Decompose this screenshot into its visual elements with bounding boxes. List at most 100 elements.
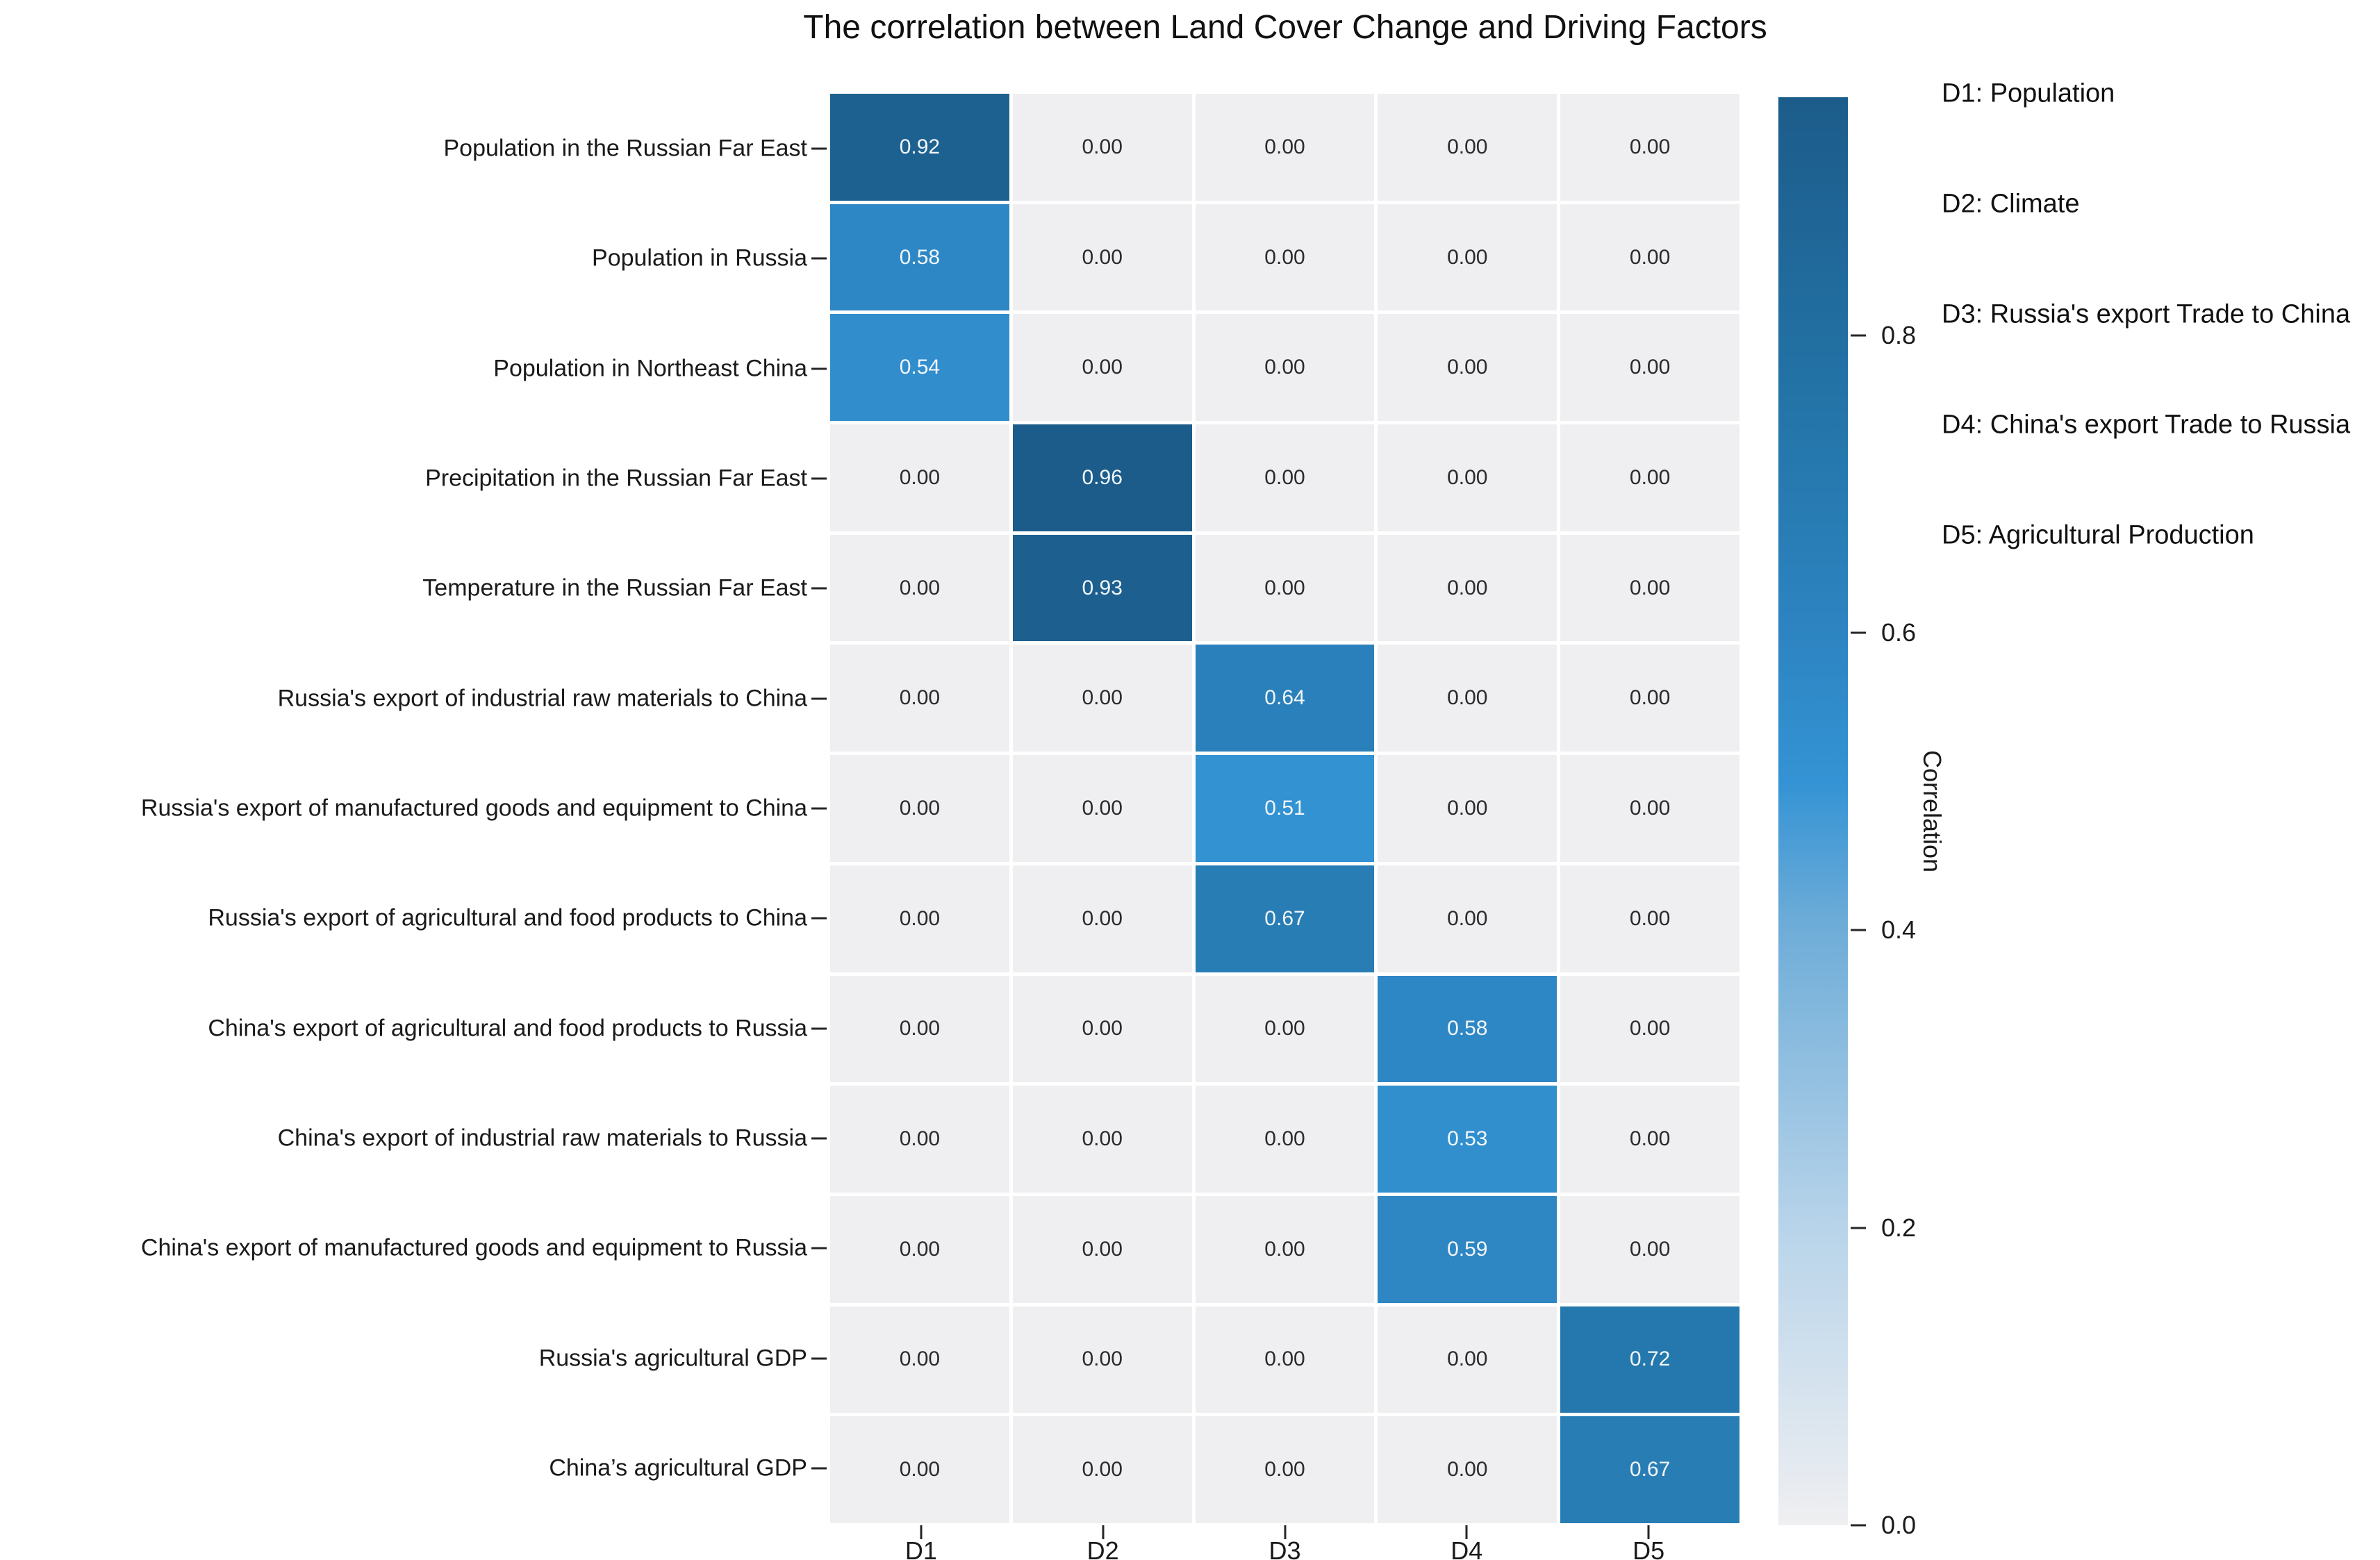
heatmap-cell: 0.00	[1195, 424, 1375, 531]
colorbar-tick	[1851, 929, 1866, 931]
heatmap-cell: 0.00	[1560, 865, 1739, 972]
heatmap-cell: 0.00	[1378, 865, 1557, 972]
heatmap-cell: 0.00	[1378, 314, 1557, 422]
y-axis-row-label: Russia's export of industrial raw materi…	[277, 685, 807, 712]
y-axis-tick	[811, 1357, 827, 1360]
heatmap-cell: 0.00	[1012, 1195, 1192, 1303]
heatmap-cell: 0.67	[1195, 865, 1375, 972]
heatmap-cell: 0.00	[830, 534, 1009, 642]
x-axis-column-label: D4	[1451, 1536, 1483, 1560]
x-axis-tick	[920, 1525, 923, 1539]
heatmap-cell: 0.00	[1378, 424, 1557, 531]
heatmap-cell: 0.00	[830, 1086, 1009, 1193]
x-axis-column-label: D2	[1086, 1536, 1119, 1560]
legend-item: D5: Agricultural Production	[1942, 520, 2254, 550]
colorbar-tick-label: 0.6	[1881, 618, 1917, 647]
heatmap-cell: 0.00	[1012, 645, 1192, 752]
x-axis-tick	[1647, 1525, 1650, 1539]
y-axis-tick	[811, 147, 827, 150]
y-axis-row-label: Population in the Russian Far East	[443, 135, 807, 162]
heatmap-cell: 0.00	[1378, 534, 1557, 642]
heatmap-cell: 0.58	[1378, 975, 1557, 1083]
heatmap-cell: 0.00	[1012, 1086, 1192, 1193]
heatmap-cell: 0.00	[1012, 1306, 1192, 1413]
heatmap-cell: 0.72	[1560, 1306, 1739, 1413]
heatmap-cell: 0.59	[1378, 1195, 1557, 1303]
x-axis-column-label: D1	[904, 1536, 937, 1560]
y-axis-row-label: Russia's export of manufactured goods an…	[140, 795, 807, 822]
y-axis-tick	[811, 697, 827, 700]
heatmap-cell: 0.00	[1195, 204, 1375, 311]
heatmap-grid: 0.92 0.00 0.00 0.00 0.00 0.58 0.00 0.00 0.00 0.00…	[830, 94, 1739, 1523]
colorbar-tick-label: 0.0	[1881, 1511, 1917, 1539]
heatmap-cell: 0.00	[1560, 314, 1739, 422]
y-axis-tick	[811, 587, 827, 590]
heatmap-cell: 0.00	[1012, 755, 1192, 862]
y-axis-tick	[811, 367, 827, 370]
heatmap-cell: 0.00	[1012, 975, 1192, 1083]
x-axis-column-label: D5	[1633, 1536, 1665, 1560]
heatmap-cell: 0.00	[1560, 755, 1739, 862]
heatmap-cell: 0.96	[1012, 424, 1192, 531]
heatmap-cell: 0.00	[1560, 645, 1739, 752]
heatmap-cell: 0.00	[1012, 865, 1192, 972]
y-axis-tick	[811, 807, 827, 810]
x-axis-tick	[1284, 1525, 1286, 1539]
heatmap-cell: 0.00	[830, 645, 1009, 752]
colorbar-tick-label: 0.8	[1881, 320, 1917, 349]
heatmap-cell: 0.00	[1560, 204, 1739, 311]
y-axis-row-label: China's export of agricultural and food …	[208, 1015, 807, 1042]
heatmap-cell: 0.00	[1378, 645, 1557, 752]
y-axis-row-label: China's export of industrial raw materia…	[277, 1125, 807, 1152]
legend-item: D1: Population	[1942, 78, 2115, 108]
heatmap-cell: 0.00	[1378, 1416, 1557, 1523]
heatmap-cell: 0.00	[830, 755, 1009, 862]
heatmap-cell: 0.00	[1012, 1416, 1192, 1523]
heatmap-cell: 0.00	[1012, 204, 1192, 311]
colorbar-tick	[1851, 1227, 1866, 1229]
heatmap-cell: 0.92	[830, 94, 1009, 201]
x-axis-tick	[1102, 1525, 1105, 1539]
colorbar-tick	[1851, 631, 1866, 634]
y-axis-row-label: Russia's export of agricultural and food…	[208, 904, 807, 931]
heatmap-cell: 0.00	[830, 1306, 1009, 1413]
heatmap-cell: 0.00	[1012, 94, 1192, 201]
y-axis-row-label: Russia's agricultural GDP	[538, 1345, 807, 1372]
heatmap-cell: 0.93	[1012, 534, 1192, 642]
y-axis-row-label: Temperature in the Russian Far East	[422, 574, 807, 601]
heatmap-cell: 0.00	[1195, 94, 1375, 201]
heatmap-cell: 0.67	[1560, 1416, 1739, 1523]
heatmap-cell: 0.00	[1560, 1086, 1739, 1193]
heatmap-cell: 0.00	[830, 424, 1009, 531]
heatmap-cell: 0.00	[830, 1416, 1009, 1523]
heatmap-cell: 0.00	[1195, 1306, 1375, 1413]
heatmap-cell: 0.00	[1378, 1306, 1557, 1413]
y-axis-row-label: Population in Northeast China	[493, 355, 807, 382]
heatmap-cell: 0.64	[1195, 645, 1375, 752]
heatmap-cell: 0.58	[830, 204, 1009, 311]
heatmap-cell: 0.00	[1560, 424, 1739, 531]
heatmap-cell: 0.00	[1195, 314, 1375, 422]
heatmap-cell: 0.00	[1195, 1416, 1375, 1523]
colorbar-tick-label: 0.4	[1881, 915, 1917, 945]
colorbar-tick	[1851, 334, 1866, 337]
legend-item: D4: China's export Trade to Russia	[1942, 410, 2351, 440]
heatmap-cell: 0.00	[1012, 314, 1192, 422]
heatmap-cell: 0.00	[1195, 975, 1375, 1083]
chart-title: The correlation between Land Cover Chang…	[803, 9, 1767, 46]
y-axis-row-label: China’s agricultural GDP	[549, 1454, 807, 1482]
y-axis-tick	[811, 917, 827, 920]
colorbar-axis-label: Correlation	[1918, 749, 1947, 873]
heatmap-cell: 0.00	[1560, 534, 1739, 642]
heatmap-cell: 0.00	[1560, 94, 1739, 201]
heatmap-cell: 0.53	[1378, 1086, 1557, 1193]
heatmap-cell: 0.00	[1378, 755, 1557, 862]
heatmap-cell: 0.00	[830, 865, 1009, 972]
heatmap-cell: 0.54	[830, 314, 1009, 422]
y-axis-tick	[811, 1027, 827, 1030]
y-axis-row-label: Precipitation in the Russian Far East	[425, 465, 807, 492]
heatmap-cell: 0.00	[830, 975, 1009, 1083]
y-axis-tick	[811, 477, 827, 480]
y-axis-tick	[811, 1137, 827, 1140]
